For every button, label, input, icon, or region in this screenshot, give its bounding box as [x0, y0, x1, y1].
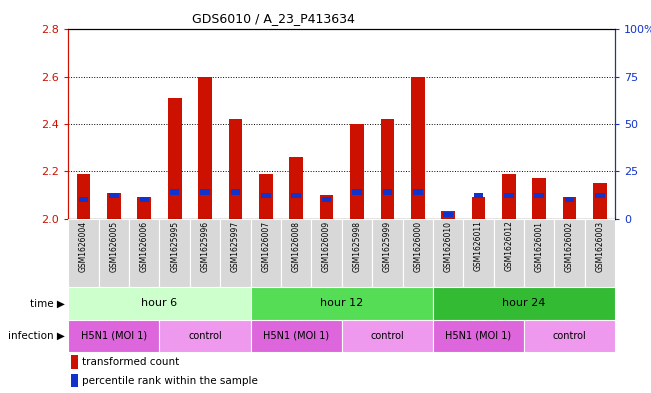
Bar — [433, 219, 464, 287]
Bar — [251, 287, 433, 320]
Bar — [593, 183, 607, 219]
Text: GSM1626009: GSM1626009 — [322, 220, 331, 272]
Bar — [68, 320, 159, 352]
Bar — [77, 174, 90, 219]
Bar — [139, 197, 149, 202]
Bar — [350, 124, 364, 219]
Bar — [555, 219, 585, 287]
Text: infection ▶: infection ▶ — [8, 331, 65, 341]
Bar — [342, 320, 433, 352]
Bar — [251, 219, 281, 287]
Bar — [68, 219, 99, 287]
Bar — [292, 193, 301, 198]
Text: GSM1626010: GSM1626010 — [443, 220, 452, 272]
Bar — [71, 374, 77, 387]
Text: GSM1626007: GSM1626007 — [261, 220, 270, 272]
Bar — [524, 219, 555, 287]
Bar — [220, 219, 251, 287]
Text: GSM1626001: GSM1626001 — [534, 220, 544, 272]
Bar — [380, 119, 395, 219]
Bar — [251, 320, 342, 352]
Bar — [595, 193, 605, 198]
Text: H5N1 (MOI 1): H5N1 (MOI 1) — [81, 331, 147, 341]
Bar — [168, 98, 182, 219]
Bar — [137, 197, 151, 219]
Bar — [471, 197, 485, 219]
Bar — [524, 320, 615, 352]
Bar — [190, 219, 220, 287]
Text: time ▶: time ▶ — [30, 298, 65, 309]
Text: hour 6: hour 6 — [141, 298, 178, 309]
Bar — [413, 189, 422, 195]
Bar — [352, 189, 362, 195]
Bar — [402, 219, 433, 287]
Bar — [198, 77, 212, 219]
Text: GSM1626008: GSM1626008 — [292, 220, 301, 272]
Bar — [289, 157, 303, 219]
Bar — [383, 189, 392, 195]
Bar — [107, 193, 121, 219]
Text: GSM1625996: GSM1625996 — [201, 220, 210, 272]
Bar — [433, 287, 615, 320]
Bar — [411, 77, 424, 219]
Bar — [229, 119, 242, 219]
Bar — [68, 287, 251, 320]
Text: GSM1626011: GSM1626011 — [474, 220, 483, 272]
Bar — [322, 197, 331, 202]
Text: GSM1625995: GSM1625995 — [170, 220, 179, 272]
Text: GSM1626006: GSM1626006 — [140, 220, 149, 272]
Text: GSM1625999: GSM1625999 — [383, 220, 392, 272]
Bar — [230, 189, 240, 195]
Bar — [441, 211, 455, 219]
Bar — [281, 219, 311, 287]
Text: control: control — [553, 331, 587, 341]
Text: GSM1626003: GSM1626003 — [596, 220, 605, 272]
Text: transformed count: transformed count — [82, 357, 179, 367]
Text: H5N1 (MOI 1): H5N1 (MOI 1) — [263, 331, 329, 341]
Text: control: control — [370, 331, 404, 341]
Bar — [502, 174, 516, 219]
Text: GSM1626004: GSM1626004 — [79, 220, 88, 272]
Bar — [109, 193, 118, 198]
Bar — [129, 219, 159, 287]
Bar — [201, 189, 210, 195]
Bar — [585, 219, 615, 287]
Text: GSM1626002: GSM1626002 — [565, 220, 574, 272]
Text: GSM1625998: GSM1625998 — [352, 220, 361, 272]
Bar — [534, 193, 544, 198]
Bar — [372, 219, 402, 287]
Text: hour 12: hour 12 — [320, 298, 363, 309]
Bar — [443, 212, 453, 217]
Text: GSM1626005: GSM1626005 — [109, 220, 118, 272]
Bar — [79, 197, 89, 202]
Bar — [474, 193, 483, 198]
Bar — [320, 195, 333, 219]
Bar — [159, 219, 190, 287]
Text: GSM1626012: GSM1626012 — [505, 220, 514, 272]
Bar — [71, 355, 77, 369]
Bar — [99, 219, 129, 287]
Bar — [562, 197, 577, 219]
Bar — [433, 320, 524, 352]
Bar — [464, 219, 493, 287]
Text: GSM1625997: GSM1625997 — [231, 220, 240, 272]
Bar — [311, 219, 342, 287]
Text: control: control — [188, 331, 222, 341]
Text: GDS6010 / A_23_P413634: GDS6010 / A_23_P413634 — [192, 12, 355, 25]
Bar — [170, 189, 180, 195]
Text: GSM1626000: GSM1626000 — [413, 220, 422, 272]
Bar — [342, 219, 372, 287]
Bar — [159, 320, 251, 352]
Bar — [493, 219, 524, 287]
Text: H5N1 (MOI 1): H5N1 (MOI 1) — [445, 331, 512, 341]
Bar — [565, 197, 574, 202]
Bar — [261, 193, 271, 198]
Text: percentile rank within the sample: percentile rank within the sample — [82, 376, 258, 386]
Bar — [533, 178, 546, 219]
Bar — [259, 174, 273, 219]
Bar — [504, 193, 514, 198]
Text: hour 24: hour 24 — [503, 298, 546, 309]
